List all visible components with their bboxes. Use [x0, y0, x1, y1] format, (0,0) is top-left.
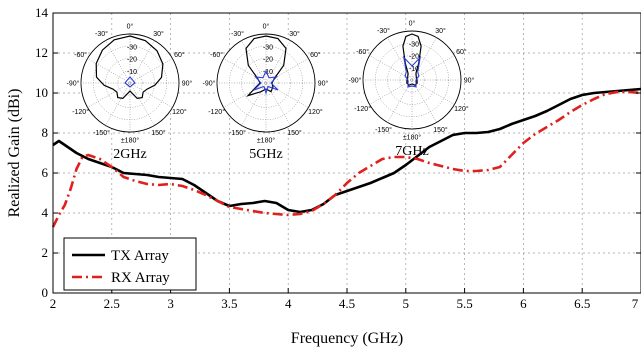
y-tick-label: 4 [42, 205, 49, 220]
x-tick-label: 3 [167, 296, 174, 311]
polar-ring-label: -20 [263, 57, 273, 64]
polar-angle-label: 90° [318, 80, 329, 88]
polar-angle-label: 30° [153, 30, 164, 38]
polar-angle-label: 0° [263, 23, 270, 31]
polar-angle-label: -30° [95, 30, 108, 38]
polar-angle-label: -90° [67, 80, 80, 88]
y-tick-label: 0 [42, 285, 49, 300]
polar-inset-5ghz: 0° 30° 60° 90° 120° 150° ±180° -150° -120° -90° -6… [203, 23, 329, 163]
legend-label-tx-array: TX Array [111, 248, 169, 264]
x-tick-label: 6.5 [574, 296, 590, 311]
polar-angle-label: 0° [127, 23, 134, 31]
inset-frequency-label: 7GHz [395, 144, 428, 159]
polar-angle-label: 120° [172, 108, 187, 116]
co-pol-pattern [245, 35, 287, 97]
polar-grid-ring [253, 70, 279, 96]
polar-angle-label: 30° [289, 30, 300, 38]
y-tick-label: 6 [42, 165, 49, 180]
polar-ring-label: -10 [409, 66, 419, 73]
polar-angle-label: -30° [231, 30, 244, 38]
polar-angle-label: 90° [182, 80, 193, 88]
y-tick-label: 10 [35, 85, 48, 100]
series-line-tx-array [52, 87, 641, 214]
cross-pol-pattern [253, 69, 279, 95]
polar-angle-label: 60° [456, 48, 467, 56]
polar-inset-2ghz: 0° 30° 60° 90° 120° 150° ±180° -150° -120° -90° -6… [67, 23, 193, 163]
polar-angle-label: -150° [93, 129, 110, 137]
legend-box [63, 237, 197, 291]
polar-ring-label: -20 [409, 54, 419, 61]
polar-angle-label: 30° [435, 27, 446, 35]
inset-frequency-label: 5GHz [249, 147, 282, 162]
co-pol-pattern [95, 35, 164, 100]
polar-angle-label: 150° [433, 126, 448, 134]
x-tick-label: 7 [632, 296, 639, 311]
y-tick-label: 8 [42, 125, 49, 140]
polar-angle-label: 120° [454, 105, 469, 113]
polar-angle-label: 0° [409, 20, 416, 28]
polar-angle-label: 150° [287, 129, 302, 137]
polar-angle-label: -60° [210, 51, 223, 59]
polar-angle-label: -120° [72, 108, 89, 116]
x-tick-label: 2 [50, 296, 57, 311]
x-tick-label: 5.5 [456, 296, 472, 311]
polar-angle-label: -60° [356, 48, 369, 56]
polar-angle-label: -150° [375, 126, 392, 134]
x-tick-label: 5 [403, 296, 410, 311]
y-axis-title: Realized Gain (dBi) [6, 89, 23, 218]
polar-ring-label: -10 [263, 69, 273, 76]
y-tick-label: 14 [35, 5, 49, 20]
polar-grid-ring [399, 67, 425, 93]
polar-angle-label: 60° [174, 51, 185, 59]
inset-frequency-label: 2GHz [113, 147, 146, 162]
radiation-pattern-insets: 0° 30° 60° 90° 120° 150° ±180° -150° -120° -90° -6… [67, 20, 475, 163]
y-tick-label: 12 [35, 45, 48, 60]
series-lines [51, 87, 641, 228]
polar-angle-label: -120° [208, 108, 225, 116]
polar-angle-label: 90° [464, 77, 475, 85]
polar-angle-label: -90° [349, 77, 362, 85]
polar-angle-label: ±180° [257, 137, 276, 145]
cross-pol-pattern [124, 76, 136, 88]
y-tick-label: 2 [42, 245, 49, 260]
polar-ring-label: -20 [127, 57, 137, 64]
x-tick-label: 3.5 [221, 296, 237, 311]
polar-grid-ring [117, 70, 143, 96]
x-tick-label: 2.5 [104, 296, 120, 311]
polar-ring-label: -10 [127, 69, 137, 76]
polar-angle-label: ±180° [121, 137, 140, 145]
polar-angle-label: -90° [203, 80, 216, 88]
polar-angle-label: 120° [308, 108, 323, 116]
polar-ring-label: -30 [127, 44, 137, 51]
series-line-rx-array [51, 90, 641, 228]
x-axis-title: Frequency (GHz) [291, 330, 403, 347]
cross-pol-pattern [402, 55, 422, 88]
polar-ring-label: -30 [409, 41, 419, 48]
legend-label-rx-array: RX Array [111, 270, 170, 286]
polar-angle-label: -30° [377, 27, 390, 35]
x-tick-label: 4.5 [339, 296, 355, 311]
polar-angle-label: -120° [354, 105, 371, 113]
polar-inset-7ghz: 0° 30° 60° 90° 120° 150° ±180° -150° -120° -90° -6… [349, 20, 475, 160]
polar-ring-label: -30 [263, 44, 273, 51]
polar-angle-label: -60° [74, 51, 87, 59]
x-tick-label: 4 [285, 296, 292, 311]
polar-angle-label: 60° [310, 51, 321, 59]
x-tick-label: 6 [520, 296, 527, 311]
polar-angle-label: ±180° [403, 134, 422, 142]
polar-angle-label: 150° [151, 129, 166, 137]
legend: TX Array RX Array [63, 237, 197, 291]
polar-angle-label: -150° [229, 129, 246, 137]
